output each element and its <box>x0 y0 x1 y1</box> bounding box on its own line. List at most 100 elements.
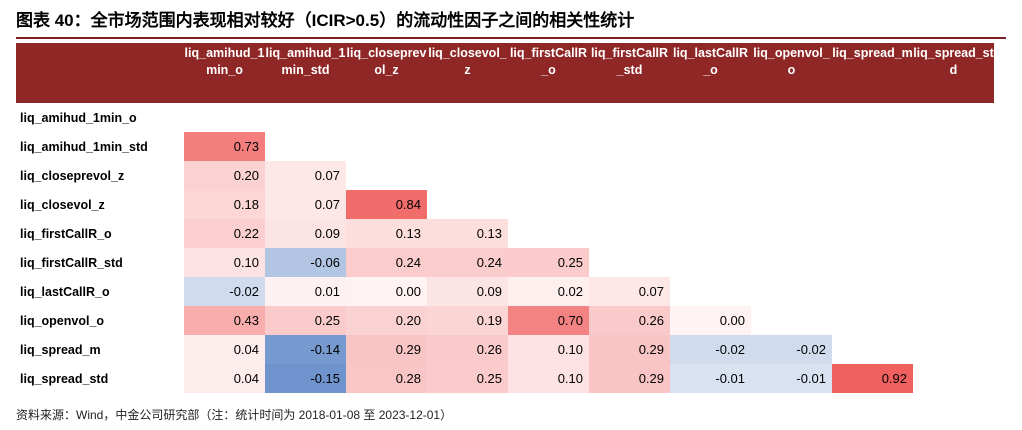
correlation-cell: 0.26 <box>589 306 670 335</box>
empty-cell <box>346 103 427 132</box>
title-divider <box>16 37 1006 39</box>
correlation-cell: 0.01 <box>265 277 346 306</box>
column-header: liq_closeprevol_z <box>346 43 427 103</box>
empty-cell <box>589 161 670 190</box>
source-note: 资料来源：Wind，中金公司研究部（注：统计时间为 2018-01-08 至 2… <box>16 408 453 422</box>
empty-cell <box>751 190 832 219</box>
row-label: liq_closeprevol_z <box>20 168 125 183</box>
empty-cell <box>265 132 346 161</box>
correlation-cell: 0.18 <box>184 190 265 219</box>
table-row: liq_lastCallR_o -0.02 0.01 0.00 0.09 0.02 0.07 <box>16 277 994 306</box>
correlation-cell: -0.06 <box>265 248 346 277</box>
correlation-cell: 0.29 <box>589 364 670 393</box>
row-label: liq_amihud_1min_o <box>20 110 137 125</box>
empty-cell <box>346 132 427 161</box>
column-header: liq_spread_m <box>832 43 913 103</box>
empty-cell <box>913 277 994 306</box>
column-header: liq_amihud_1min_o <box>184 43 265 103</box>
empty-cell <box>427 103 508 132</box>
correlation-cell: 0.70 <box>508 306 589 335</box>
empty-cell <box>832 161 913 190</box>
table-row: liq_closevol_z 0.18 0.07 0.84 <box>16 190 994 219</box>
correlation-cell: -0.02 <box>751 335 832 364</box>
empty-cell <box>751 219 832 248</box>
empty-cell <box>508 103 589 132</box>
empty-cell <box>589 132 670 161</box>
empty-cell <box>184 103 265 132</box>
empty-cell <box>508 132 589 161</box>
correlation-cell: 0.13 <box>427 219 508 248</box>
correlation-cell: 0.07 <box>589 277 670 306</box>
correlation-cell: 0.84 <box>346 190 427 219</box>
correlation-cell: 0.20 <box>346 306 427 335</box>
correlation-cell: -0.01 <box>670 364 751 393</box>
empty-cell <box>751 306 832 335</box>
correlation-cell: 0.07 <box>265 190 346 219</box>
empty-cell <box>913 219 994 248</box>
empty-cell <box>589 248 670 277</box>
empty-cell <box>832 306 913 335</box>
correlation-cell: 0.20 <box>184 161 265 190</box>
correlation-cell: 0.02 <box>508 277 589 306</box>
correlation-cell: 0.29 <box>589 335 670 364</box>
empty-cell <box>751 103 832 132</box>
correlation-cell: 0.13 <box>346 219 427 248</box>
empty-cell <box>427 190 508 219</box>
correlation-cell: 0.43 <box>184 306 265 335</box>
chart-title: 图表 40：全市场范围内表现相对较好（ICIR>0.5）的流动性因子之间的相关性… <box>16 11 635 30</box>
empty-cell <box>751 277 832 306</box>
empty-cell <box>670 103 751 132</box>
correlation-cell: 0.25 <box>265 306 346 335</box>
empty-cell <box>346 161 427 190</box>
table-row: liq_amihud_1min_o <box>16 103 994 132</box>
correlation-cell: 0.24 <box>346 248 427 277</box>
empty-cell <box>832 103 913 132</box>
correlation-cell: 0.29 <box>346 335 427 364</box>
empty-cell <box>832 277 913 306</box>
empty-cell <box>589 190 670 219</box>
empty-cell <box>751 161 832 190</box>
empty-cell <box>427 161 508 190</box>
column-header: liq_firstCallR_o <box>508 43 589 103</box>
empty-cell <box>832 132 913 161</box>
empty-cell <box>427 132 508 161</box>
row-label: liq_openvol_o <box>20 313 105 328</box>
empty-cell <box>832 190 913 219</box>
correlation-cell: 0.19 <box>427 306 508 335</box>
empty-cell <box>265 103 346 132</box>
header-row: liq_amihud_1min_o liq_amihud_1min_std liq_… <box>16 43 994 103</box>
column-header: liq_spread_std <box>913 43 994 103</box>
table-row: liq_spread_std 0.04 -0.15 0.28 0.25 0.10 0.29-… <box>16 364 994 393</box>
empty-cell <box>913 103 994 132</box>
correlation-cell: 0.26 <box>427 335 508 364</box>
row-label: liq_lastCallR_o <box>20 284 110 299</box>
correlation-cell: 0.09 <box>427 277 508 306</box>
table-row: liq_spread_m 0.04 -0.14 0.29 0.26 0.10 0.29 -0.… <box>16 335 994 364</box>
empty-cell <box>751 248 832 277</box>
correlation-cell: -0.01 <box>751 364 832 393</box>
correlation-cell: 0.04 <box>184 335 265 364</box>
correlation-cell: 0.25 <box>427 364 508 393</box>
correlation-cell: 0.09 <box>265 219 346 248</box>
empty-cell <box>832 335 913 364</box>
empty-cell <box>913 364 994 393</box>
correlation-cell: 0.10 <box>184 248 265 277</box>
correlation-cell: 0.28 <box>346 364 427 393</box>
correlation-cell: -0.02 <box>670 335 751 364</box>
table-row: liq_firstCallR_o 0.22 0.09 0.13 0.13 <box>16 219 994 248</box>
table-row: liq_openvol_o 0.43 0.25 0.20 0.19 0.70 0.26 0.0… <box>16 306 994 335</box>
empty-cell <box>913 190 994 219</box>
correlation-cell: 0.00 <box>346 277 427 306</box>
empty-cell <box>913 248 994 277</box>
empty-cell <box>589 219 670 248</box>
column-header: liq_closevol_z <box>427 43 508 103</box>
empty-cell <box>913 335 994 364</box>
correlation-cell: -0.15 <box>265 364 346 393</box>
empty-cell <box>913 132 994 161</box>
correlation-cell: -0.14 <box>265 335 346 364</box>
correlation-cell: 0.92 <box>832 364 913 393</box>
empty-cell <box>670 219 751 248</box>
row-label: liq_spread_std <box>20 371 109 386</box>
empty-cell <box>589 103 670 132</box>
correlation-cell: 0.04 <box>184 364 265 393</box>
